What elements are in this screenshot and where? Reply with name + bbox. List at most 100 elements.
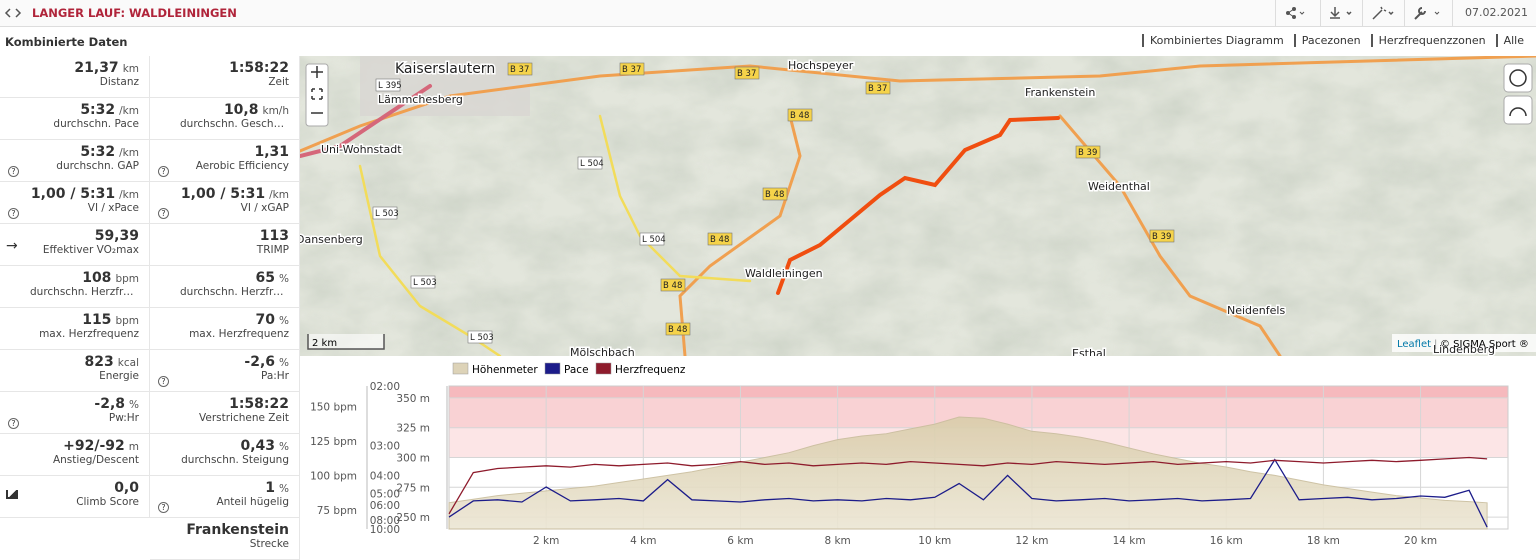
stat-label: Anstieg/Descent: [52, 454, 139, 466]
map[interactable]: Kaiserslautern Hochspeyer Frankenstein Lämm…: [300, 56, 1536, 356]
legend-label: Pace: [564, 364, 589, 376]
road-shield: [1149, 229, 1175, 243]
stat-label: durchschn. Geschwindigkeit: [180, 118, 289, 130]
road-label: L 504: [642, 235, 666, 245]
place-label: Dansenberg: [300, 233, 363, 246]
unit: %: [129, 399, 139, 411]
credit: © SIGMA Sport ®: [1440, 339, 1529, 350]
legend-swatch: [595, 362, 612, 375]
layer-buttons[interactable]: [1503, 63, 1533, 125]
y-tick-label: 02:00: [370, 381, 400, 393]
info-icon[interactable]: ?: [158, 376, 169, 387]
y-tick-label: 250 m: [396, 512, 430, 524]
stat-cell: -2,8% Pw:Hr?: [0, 392, 150, 434]
stat-value: 115 bpm: [0, 312, 139, 328]
unit: km: [122, 63, 139, 75]
road-shield: [619, 62, 645, 76]
stat-value: 5:32/km: [0, 102, 139, 118]
y-tick-label: 300 m: [396, 453, 430, 465]
value: +92/-92: [63, 438, 125, 454]
value: 59,39: [94, 228, 139, 244]
magic-button[interactable]: [1362, 0, 1402, 26]
stat-value: 0,0: [0, 480, 139, 496]
stat-cell: 0,0 Climb Score: [0, 476, 150, 518]
stat-value: 1:58:22: [150, 60, 289, 76]
stat-cell: 823 kcal Energie: [0, 350, 150, 392]
road-label: B 48: [710, 235, 729, 245]
place-label: Lindenberg: [1433, 343, 1495, 356]
chart-icon: [6, 490, 18, 499]
road-label: B 37: [510, 65, 529, 75]
arrow-icon: →: [6, 238, 18, 254]
panel-title: Kombinierte Daten: [5, 35, 128, 49]
stat-label: VI / xPace: [87, 202, 139, 214]
stat-label: Aerobic Efficiency: [195, 160, 289, 172]
stat-value: 0,43%: [150, 438, 289, 454]
road-label: L 395: [378, 81, 402, 91]
stat-label: max. Herzfrequenz: [189, 328, 289, 340]
stat-value: 1,00 / 5:31/km: [150, 186, 289, 202]
stat-cell: 1,00 / 5:31/km VI / xGAP?: [150, 182, 300, 224]
unit: %: [279, 273, 289, 285]
info-icon[interactable]: ?: [158, 208, 169, 219]
unit: km/h: [262, 105, 289, 117]
nav-arrows[interactable]: [0, 0, 28, 26]
y-tick-label: 325 m: [396, 423, 430, 435]
tab[interactable]: Alle: [1495, 34, 1530, 47]
y-tick-label: 75 bpm: [317, 505, 357, 517]
date: 07.02.2021: [1465, 6, 1528, 19]
stat-value: 70%: [150, 312, 289, 328]
y-tick-label: 10:00: [370, 524, 400, 536]
road-label: B 48: [668, 325, 687, 335]
x-tick-label: 4 km: [630, 535, 656, 547]
stat-value: 10,8 km/h: [150, 102, 289, 118]
road-shield: [375, 78, 401, 92]
y-tick-label: 100 bpm: [310, 470, 357, 482]
value: 0,0: [114, 480, 139, 496]
stat-value: 65%: [150, 270, 289, 286]
stat-label: max. Herzfrequenz: [39, 328, 139, 340]
stat-cell: 1% Anteil hügelig?: [150, 476, 300, 518]
unit: %: [279, 483, 289, 495]
zone-band: [449, 386, 1508, 398]
stat-label: durchschn. Steigung: [181, 454, 289, 466]
legend-swatch: [544, 362, 561, 375]
credit-sep: |: [1434, 339, 1437, 350]
value: 113: [259, 228, 289, 244]
y-tick-label: 05:00: [370, 488, 400, 500]
place-label: Weidenthal: [1088, 180, 1150, 193]
tab[interactable]: Kombiniertes Diagramm: [1142, 34, 1290, 47]
road-label: L 503: [413, 278, 437, 288]
stat-value: 59,39: [0, 228, 139, 244]
stat-label: Verstrichene Zeit: [199, 412, 289, 424]
stat-cell: +92/-92 m Anstieg/Descent: [0, 434, 150, 476]
stat-label: durchschn. GAP: [56, 160, 139, 172]
info-icon[interactable]: ?: [158, 502, 169, 513]
info-icon[interactable]: ?: [8, 166, 19, 177]
stat-cell: 1,31 Aerobic Efficiency?: [150, 140, 300, 182]
stat-cell: -2,6% Pa:Hr?: [150, 350, 300, 392]
stat-cell: 113 TRIMP: [150, 224, 300, 266]
zoom-controls[interactable]: [305, 63, 329, 127]
place-label: Uni-Wohnstadt: [321, 143, 402, 156]
tab[interactable]: Herzfrequenzzonen: [1370, 34, 1492, 47]
info-icon[interactable]: ?: [8, 418, 19, 429]
unit: m: [128, 441, 139, 453]
unit: /km: [119, 147, 139, 159]
legend-label: Herzfrequenz: [615, 364, 686, 376]
value: 1,00 / 5:31: [30, 186, 116, 202]
info-icon[interactable]: ?: [8, 208, 19, 219]
share-button[interactable]: [1275, 0, 1311, 26]
stat-label: Strecke: [249, 538, 289, 550]
download-button[interactable]: [1320, 0, 1360, 26]
unit: bpm: [115, 315, 139, 327]
settings-button[interactable]: [1404, 0, 1450, 26]
credit: Leaflet: [1397, 339, 1431, 350]
road-label: B 48: [765, 190, 784, 200]
stat-label: Pw:Hr: [108, 412, 139, 424]
stat-value: +92/-92 m: [0, 438, 139, 454]
info-icon[interactable]: ?: [158, 166, 169, 177]
tab[interactable]: Pacezonen: [1293, 34, 1367, 47]
value: 70: [255, 312, 276, 328]
unit: /km: [269, 189, 289, 201]
